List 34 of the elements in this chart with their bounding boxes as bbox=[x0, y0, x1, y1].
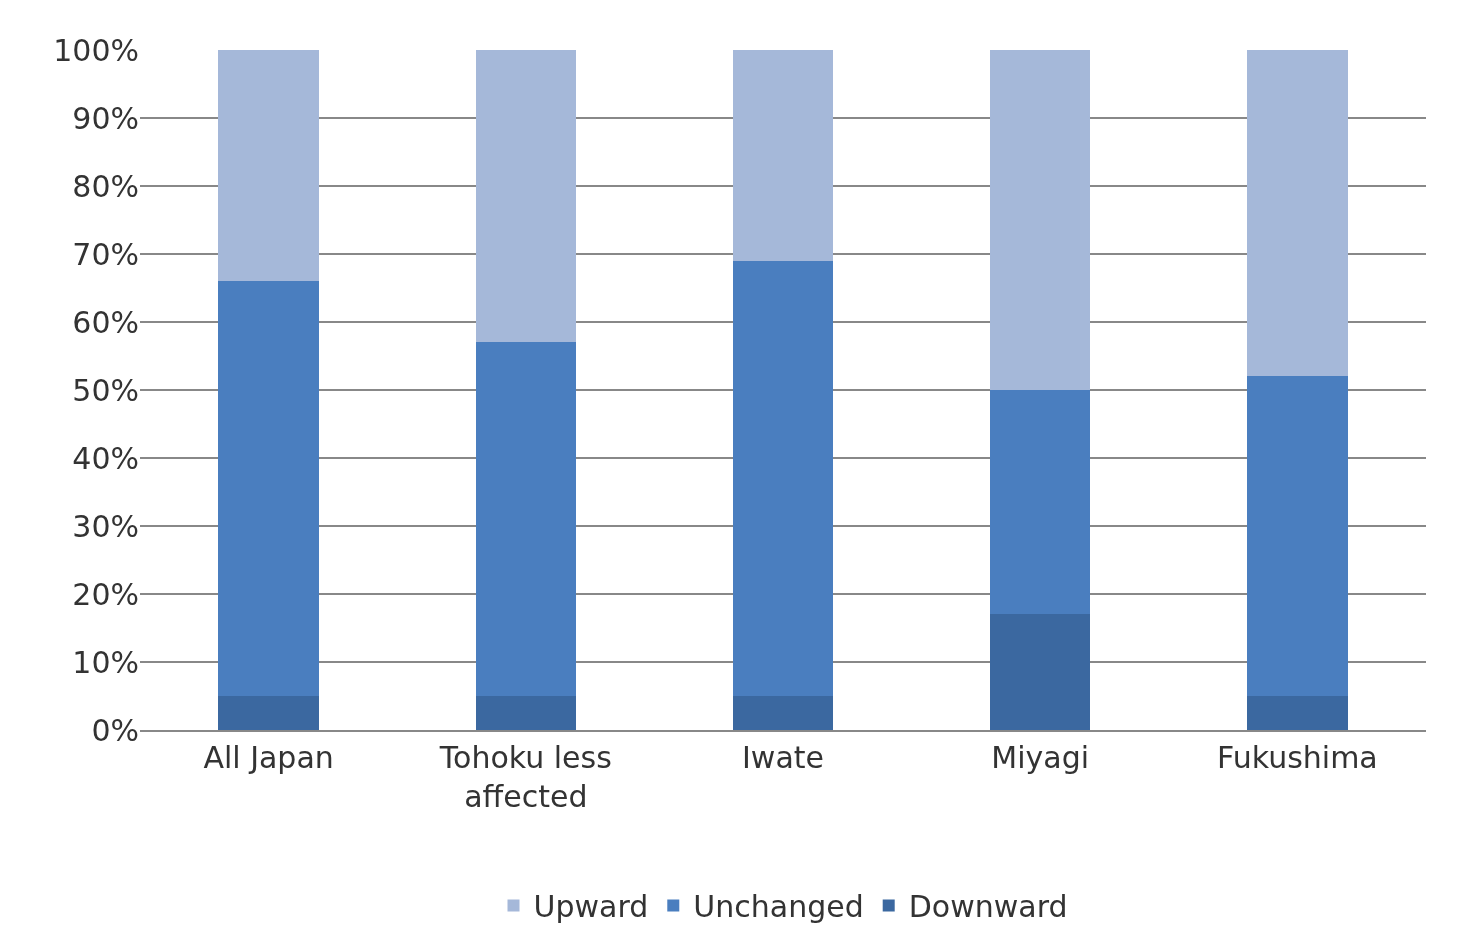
y-tick-label: 20% bbox=[72, 576, 139, 612]
y-tick-label: 100% bbox=[53, 32, 139, 68]
x-tick-label: Tohoku less affected bbox=[438, 740, 612, 814]
bar bbox=[218, 696, 319, 730]
bar bbox=[218, 50, 319, 282]
y-tick-label: 70% bbox=[72, 236, 139, 272]
legend-label: Downward bbox=[908, 889, 1068, 925]
bar bbox=[990, 50, 1091, 390]
bar bbox=[475, 342, 576, 696]
y-tick-label: 90% bbox=[72, 100, 139, 136]
y-tick-label: 50% bbox=[72, 372, 139, 408]
x-tick-label: Iwate bbox=[742, 740, 824, 775]
y-tick-label: 60% bbox=[72, 304, 139, 340]
bar bbox=[990, 390, 1091, 615]
legend-label: Upward bbox=[533, 889, 649, 925]
y-tick-label: 10% bbox=[72, 644, 139, 680]
bar bbox=[1247, 696, 1348, 730]
bar bbox=[475, 50, 576, 343]
bar bbox=[475, 696, 576, 730]
bar bbox=[732, 260, 834, 696]
y-tick-label: 40% bbox=[72, 440, 139, 476]
bar bbox=[218, 281, 319, 696]
y-tick-label: 30% bbox=[72, 508, 139, 544]
x-tick-label: All Japan bbox=[203, 740, 334, 775]
x-tick-label: Fukushima bbox=[1217, 740, 1378, 775]
legend-label: Unchanged bbox=[693, 889, 864, 925]
y-tick-label: 0% bbox=[91, 712, 139, 748]
x-tick-label: Miyagi bbox=[991, 740, 1090, 775]
bar bbox=[1247, 376, 1348, 696]
bar bbox=[732, 696, 834, 730]
bar bbox=[990, 614, 1091, 730]
bar bbox=[732, 50, 834, 261]
bar bbox=[1247, 50, 1348, 377]
y-tick-label: 80% bbox=[72, 168, 139, 204]
